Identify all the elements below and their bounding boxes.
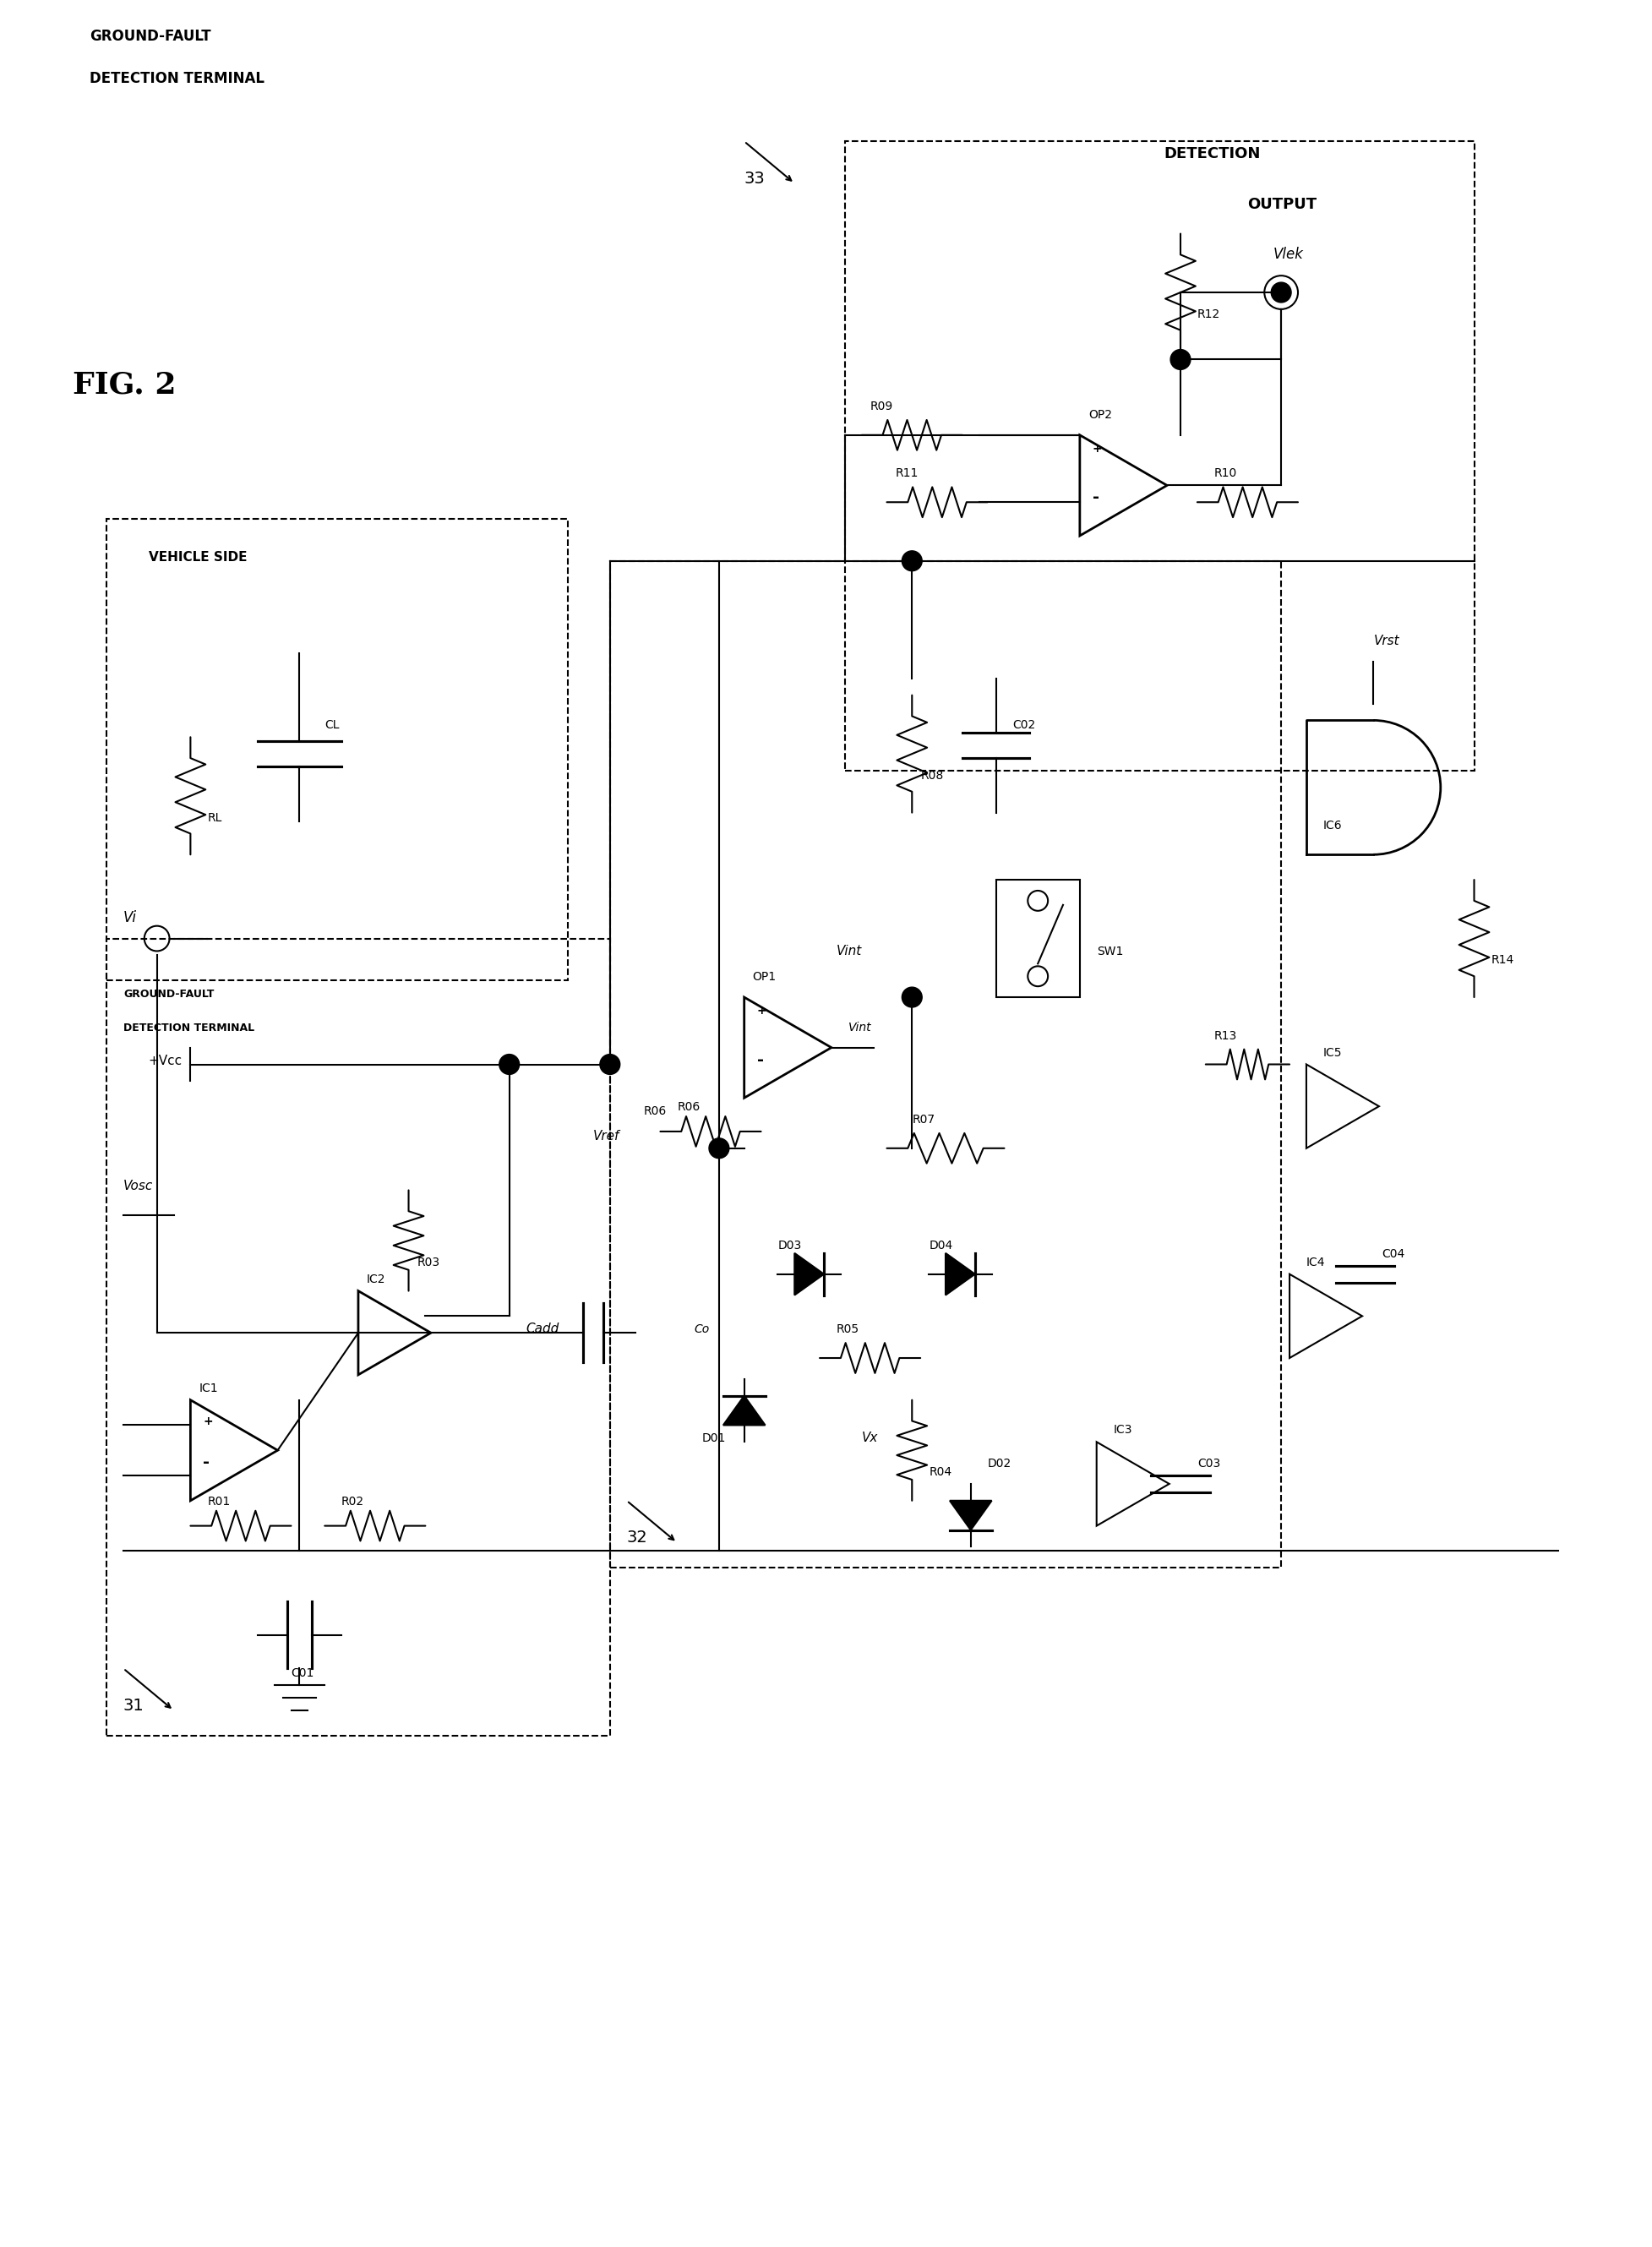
Text: +Vcc: +Vcc	[149, 1054, 182, 1067]
Text: R13: R13	[1214, 1029, 1236, 1043]
Text: -: -	[757, 1052, 763, 1067]
Text: Co: Co	[694, 1323, 709, 1335]
Circle shape	[499, 1054, 519, 1074]
Text: VEHICLE SIDE: VEHICLE SIDE	[149, 551, 246, 564]
Text: 31: 31	[124, 1699, 144, 1714]
Text: DETECTION: DETECTION	[1163, 146, 1260, 162]
Text: D02: D02	[986, 1458, 1011, 1470]
Text: R11: R11	[895, 467, 919, 479]
Text: IC4: IC4	[1305, 1256, 1325, 1267]
Text: CL: CL	[324, 719, 339, 730]
Text: DETECTION TERMINAL: DETECTION TERMINAL	[124, 1022, 254, 1034]
Text: 33: 33	[743, 171, 765, 187]
Text: R09: R09	[869, 400, 892, 413]
Circle shape	[902, 986, 922, 1007]
Text: IC3: IC3	[1113, 1425, 1132, 1436]
Text: Vint: Vint	[847, 1022, 871, 1034]
Text: R04: R04	[928, 1467, 952, 1479]
Circle shape	[1170, 351, 1189, 369]
Bar	[844, 142, 1474, 771]
Polygon shape	[795, 1254, 823, 1294]
Text: Vref: Vref	[593, 1130, 620, 1141]
Text: Vlek: Vlek	[1272, 247, 1302, 263]
Text: R06: R06	[643, 1106, 666, 1117]
Text: OP2: OP2	[1087, 409, 1112, 420]
Text: -: -	[1092, 490, 1099, 506]
Text: R03: R03	[416, 1256, 439, 1267]
Text: -: -	[203, 1454, 210, 1470]
Bar	[106, 939, 610, 1735]
Text: Vosc: Vosc	[124, 1180, 154, 1193]
Text: IC5: IC5	[1323, 1047, 1341, 1058]
Text: RL: RL	[206, 811, 221, 825]
Text: Vint: Vint	[836, 946, 862, 957]
Text: Cadd: Cadd	[525, 1323, 558, 1335]
Text: R02: R02	[342, 1497, 363, 1508]
Text: Vi: Vi	[124, 910, 137, 926]
Bar	[610, 562, 1280, 1568]
Text: +: +	[1092, 443, 1102, 454]
Text: GROUND-FAULT: GROUND-FAULT	[89, 29, 211, 45]
Text: C03: C03	[1196, 1458, 1219, 1470]
Text: R12: R12	[1196, 308, 1219, 319]
Text: C04: C04	[1381, 1247, 1404, 1261]
Text: D03: D03	[778, 1240, 801, 1252]
Text: Vrst: Vrst	[1373, 634, 1399, 647]
Text: FIG. 2: FIG. 2	[73, 371, 177, 400]
Text: OP1: OP1	[752, 971, 776, 982]
Text: D01: D01	[702, 1434, 725, 1445]
Text: IC2: IC2	[367, 1274, 385, 1285]
Text: R08: R08	[920, 771, 943, 782]
Bar	[996, 881, 1079, 998]
Text: IC6: IC6	[1323, 820, 1341, 831]
Text: DETECTION TERMINAL: DETECTION TERMINAL	[89, 72, 264, 85]
Text: Vx: Vx	[861, 1431, 877, 1445]
Circle shape	[902, 551, 922, 571]
Text: R10: R10	[1214, 467, 1236, 479]
Text: 32: 32	[626, 1530, 648, 1546]
Text: SW1: SW1	[1095, 946, 1122, 957]
Text: R06: R06	[677, 1101, 700, 1112]
Polygon shape	[945, 1254, 975, 1294]
Text: R07: R07	[912, 1115, 935, 1126]
Text: C02: C02	[1013, 719, 1036, 730]
Text: +: +	[203, 1416, 213, 1427]
Text: R14: R14	[1490, 955, 1513, 966]
Circle shape	[600, 1054, 620, 1074]
Text: +: +	[757, 1004, 767, 1016]
Circle shape	[1270, 283, 1290, 303]
Polygon shape	[724, 1395, 765, 1425]
Text: R05: R05	[836, 1323, 859, 1335]
Text: D04: D04	[928, 1240, 952, 1252]
Polygon shape	[950, 1501, 991, 1530]
Circle shape	[709, 1139, 729, 1157]
Bar	[106, 519, 568, 980]
Text: IC1: IC1	[198, 1382, 218, 1393]
Text: R01: R01	[206, 1497, 230, 1508]
Text: GROUND-FAULT: GROUND-FAULT	[124, 989, 215, 1000]
Text: C01: C01	[291, 1667, 314, 1679]
Text: OUTPUT: OUTPUT	[1247, 198, 1317, 211]
